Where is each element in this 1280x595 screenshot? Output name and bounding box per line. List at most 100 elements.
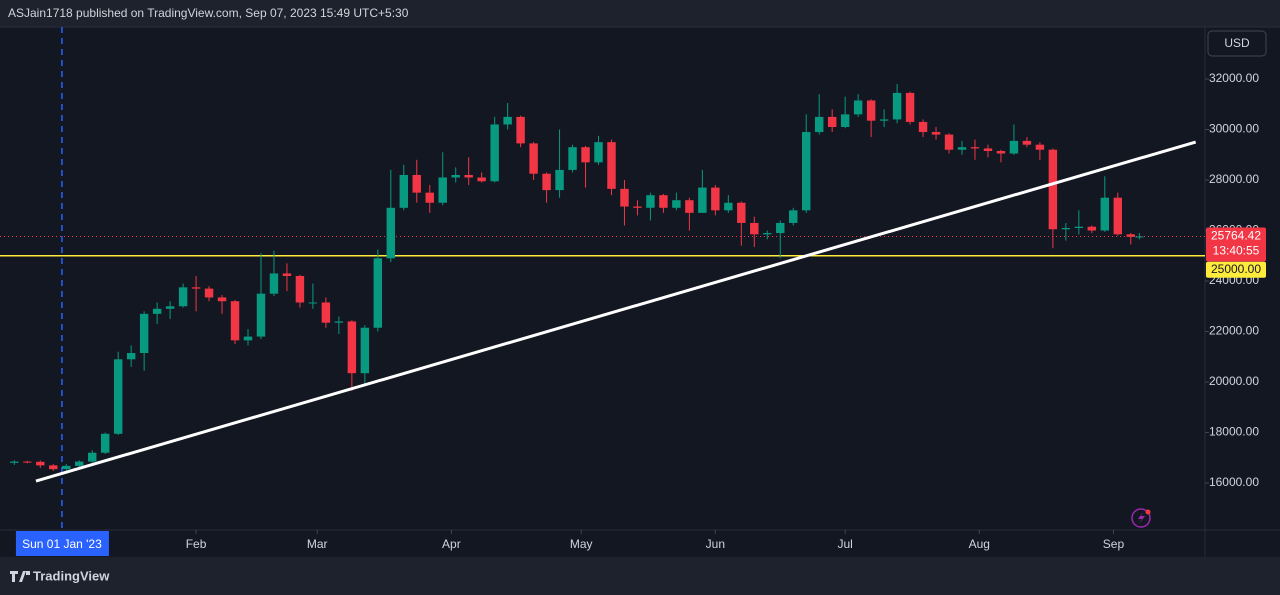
last-price-label: 25764.42 (1211, 229, 1261, 243)
candle-body (944, 134, 954, 150)
horizontal-line-box (1206, 261, 1266, 278)
y-tick-label: 32000.00 (1209, 71, 1259, 85)
candle-body (87, 452, 97, 462)
candle-body (931, 132, 941, 135)
candle-body (100, 433, 110, 453)
candle-body (1061, 227, 1071, 230)
candle-body (282, 273, 292, 276)
candle-body (217, 297, 227, 302)
y-tick-label: 28000.00 (1209, 172, 1259, 186)
x-tick-label: May (570, 537, 593, 551)
candle-body (776, 222, 785, 234)
flash-dot (1145, 509, 1151, 515)
candle-body (879, 119, 889, 121)
candle-body (892, 92, 902, 120)
candle-body (698, 187, 707, 213)
candle-body (477, 177, 486, 182)
candle-body (801, 132, 811, 211)
x-tick-label: Aug (969, 537, 990, 551)
x-tick-label: Mar (307, 537, 328, 551)
plot-background (0, 27, 1280, 557)
candle-body (646, 195, 655, 208)
countdown: 13:40:55 (1213, 244, 1260, 258)
candle-body (750, 222, 759, 235)
candle-body (789, 210, 798, 223)
candle-body (269, 273, 279, 294)
candle-body (334, 321, 344, 323)
candle-body (360, 327, 370, 374)
candle-body (113, 359, 123, 434)
candle-body (412, 174, 421, 193)
candle-body (503, 116, 512, 125)
candle-body (827, 116, 837, 127)
candle-body (1087, 226, 1097, 231)
crosshair-label: Sun 01 Jan '23 (22, 537, 102, 551)
footer-brand: TradingView (33, 568, 110, 583)
candle-body (1135, 236, 1144, 238)
candle-body (594, 142, 603, 163)
candle-body (191, 287, 201, 289)
candle-body (957, 147, 967, 150)
crosshair-box (15, 531, 109, 556)
y-tick-label: 18000.00 (1209, 425, 1259, 439)
candle-body (970, 147, 980, 149)
currency[interactable]: USD (1224, 36, 1250, 50)
candle-body (737, 202, 746, 223)
candle-body (711, 187, 720, 211)
y-tick-label: 16000.00 (1209, 475, 1259, 489)
currency-box[interactable] (1207, 30, 1267, 57)
candle-body (633, 206, 642, 208)
candle-body (62, 465, 71, 470)
candle-body (490, 124, 499, 182)
y-tick-label: 30000.00 (1209, 122, 1259, 136)
candle-body (10, 461, 19, 463)
x-tick-label: Apr (442, 537, 461, 551)
candle-body (840, 114, 850, 127)
candle-body (607, 142, 616, 189)
candle-body (139, 313, 149, 353)
last-price-box (1206, 227, 1266, 262)
candle-body (918, 121, 928, 133)
candle-body (152, 308, 162, 314)
candle-body (126, 352, 136, 360)
candle-body (685, 200, 694, 213)
candle-body (425, 192, 434, 203)
candle-body (1074, 226, 1084, 228)
candle-body (620, 188, 629, 207)
candle-body (555, 169, 564, 191)
candle-body (464, 174, 473, 178)
candle-body (36, 461, 45, 466)
flash-bolt (1138, 512, 1145, 524)
candle-body (763, 233, 772, 235)
candle-body (256, 293, 266, 337)
candle-body (230, 301, 240, 341)
candle-body (529, 143, 538, 174)
y-tick-label: 20000.00 (1209, 374, 1259, 388)
candle-body (1100, 197, 1110, 231)
candle-body (983, 148, 993, 151)
candle-body (516, 116, 525, 144)
candle-body (672, 200, 681, 208)
footer-logo (10, 571, 30, 582)
candle-body (1009, 140, 1019, 154)
trend-line (35, 140, 1197, 483)
candle-body (178, 287, 188, 307)
x-tick-label: Sep (1103, 537, 1125, 551)
x-tick-label: Jun (706, 537, 725, 551)
x-tick-label: Feb (186, 537, 207, 551)
candle-body (1048, 149, 1058, 230)
candle-body (321, 302, 331, 323)
candle-body (386, 207, 396, 259)
flash-icon[interactable] (1131, 508, 1151, 528)
candle-body (1035, 144, 1045, 150)
candle-body (1126, 234, 1135, 237)
candle-body (165, 306, 175, 309)
candle-body (542, 173, 551, 191)
candle-body (23, 461, 32, 463)
candle-body (347, 321, 357, 374)
candle-body (308, 302, 318, 304)
candle-body (1113, 197, 1123, 235)
candle-body (399, 174, 409, 208)
